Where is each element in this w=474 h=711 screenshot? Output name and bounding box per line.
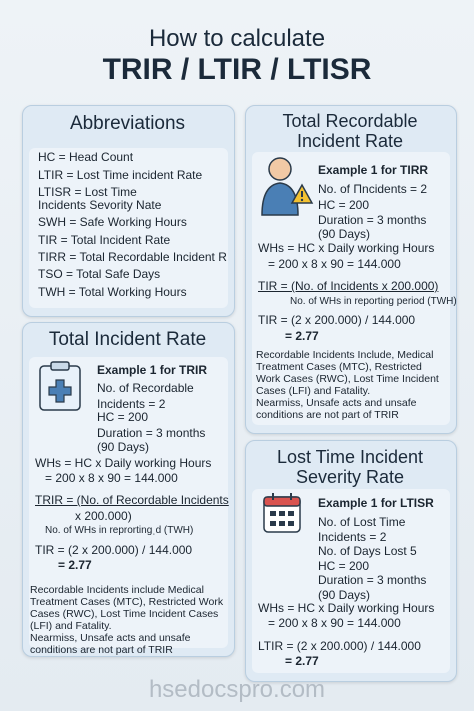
formula: No. of WHs in reprortingˌd (TWH)	[45, 525, 194, 536]
panel-title: Abbreviations	[69, 113, 186, 134]
detail: No. of Πncidents = 2	[318, 182, 428, 196]
result: LTIR = (2 x 200.000) / 144.000	[258, 639, 421, 653]
title: How to calculate	[148, 25, 326, 52]
calculation: = 200 x 8 x 90 = 144.000	[268, 257, 401, 271]
abbr-item: TIRR = Total Recordable Incident R	[38, 250, 227, 264]
panel-title: Lost Time Incident Severity Rate	[276, 447, 424, 487]
calculation: = 200 x 8 x 90 = 144.000	[268, 616, 401, 630]
abbreviations-panel	[22, 105, 235, 317]
note: Nearmiss, Unsafe acts and unsafe conditi…	[30, 632, 191, 656]
abbr-item: LTIR = Lost Time incident Rate	[38, 168, 203, 182]
abbr-item: TIR = Total Incident Rate	[38, 233, 171, 247]
detail: No. of Days Lost 5	[318, 544, 417, 558]
abbr-item: TWH = Total Working Hours	[38, 285, 187, 299]
trir-panel	[245, 105, 457, 434]
detail: No. of Lost Time	[318, 515, 406, 529]
calculation: WHs = HC x Daily working Hours	[35, 456, 212, 470]
detail: Incidents = 2	[318, 530, 387, 544]
note: Recordable Incidents Include, Medical Tr…	[256, 349, 439, 397]
abbr-item: SWH = Safe Working Hours	[38, 215, 187, 229]
formula: TIR = (No. of Incidents x 200.000)	[258, 279, 439, 293]
detail: (90 Days)	[97, 440, 150, 454]
panel-title: Total Recordable Incident Rate	[282, 111, 418, 151]
panel-title: Total Incident Rate	[48, 329, 207, 350]
detail: HC = 200	[97, 410, 149, 424]
abbr-item: LTISR = Lost Time	[38, 185, 137, 199]
formula: TRIR = (No. of Recordable Incidents	[35, 493, 229, 507]
result: = 2.77	[285, 329, 319, 343]
detail: HC = 200	[318, 198, 370, 212]
detail: Duration = 3 months	[318, 213, 427, 227]
formula: No. of WHs in reporting period (TWH)	[290, 296, 457, 307]
note: Recordable Incidents include Medical Tre…	[30, 584, 224, 632]
detail: No. of Recordable	[97, 381, 194, 395]
result: = 2.77	[285, 654, 319, 668]
example-title: Example 1 for LTISR	[318, 496, 434, 510]
detail: Duration = 3 months	[97, 426, 206, 440]
example-title: Example 1 for TIRR	[318, 163, 429, 177]
note: Nearmiss, Unsafe acts and unsafe conditi…	[256, 397, 417, 421]
result: TIR = (2 x 200.000) / 144.000	[35, 543, 193, 557]
calculation: WHs = HC x Daily working Hours	[258, 601, 435, 615]
calculation: WHs = HC x Daily working Hours	[258, 241, 435, 255]
result: TIR = (2 x 200.000) / 144.000	[258, 313, 416, 327]
worker-icon	[261, 157, 314, 216]
calculation: = 200 x 8 x 90 = 144.000	[45, 471, 178, 485]
detail: Duration = 3 months	[318, 573, 427, 587]
abbr-item: Incidents Sevority Nate	[38, 198, 162, 212]
result: = 2.77	[58, 558, 92, 572]
detail: (90 Days)	[318, 227, 371, 241]
clipboard-icon	[39, 361, 81, 411]
formula: x 200.000)	[75, 509, 132, 523]
calendar-icon	[263, 493, 301, 533]
detail: Incidents = 2	[97, 397, 166, 411]
detail: HC = 200	[318, 559, 370, 573]
example-title: Example 1 for TRIR	[97, 363, 208, 377]
footer: hsedocspro.com	[148, 676, 326, 703]
abbr-item: HC = Head Count	[38, 150, 134, 164]
detail: (90 Days)	[318, 588, 371, 602]
subtitle: TRIR / LTIR / LTISR	[102, 53, 372, 86]
abbr-item: TSO = Total Safe Days	[38, 267, 161, 281]
